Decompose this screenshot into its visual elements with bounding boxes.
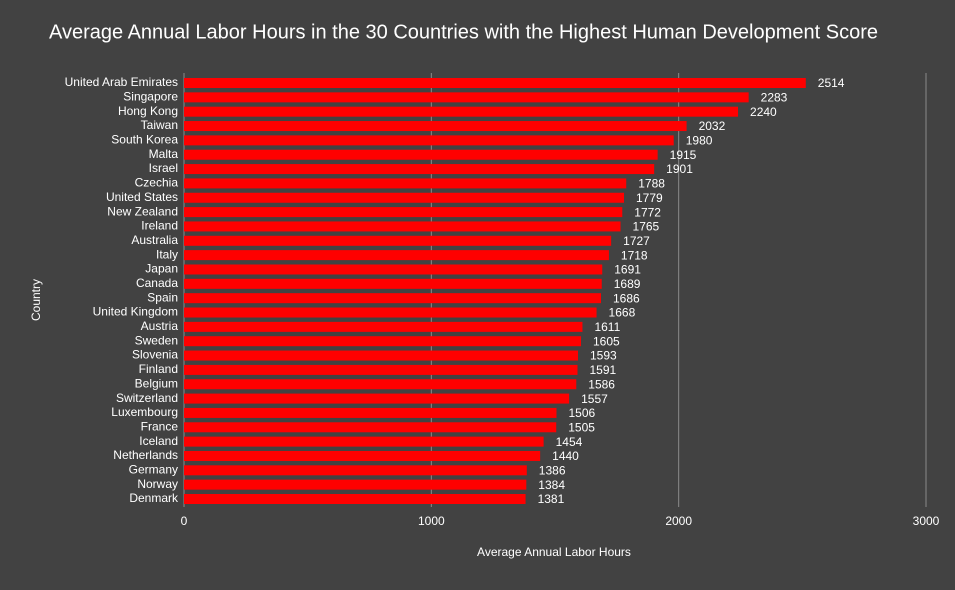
value-label: 1454	[556, 435, 583, 449]
bar	[184, 121, 687, 132]
value-label: 1605	[593, 334, 620, 348]
bar	[184, 106, 739, 117]
y-tick-label: Denmark	[129, 491, 179, 505]
bar	[184, 364, 578, 375]
bar	[184, 235, 612, 246]
y-tick-label: Germany	[129, 462, 178, 476]
bar	[184, 379, 577, 390]
value-label: 2032	[699, 119, 726, 133]
bar	[184, 450, 541, 461]
y-tick-label: Canada	[136, 276, 178, 290]
bar	[184, 149, 658, 160]
value-label: 1506	[568, 406, 595, 420]
y-tick-label: Italy	[156, 247, 178, 261]
y-tick-label: Sweden	[135, 333, 178, 347]
chart-title: Average Annual Labor Hours in the 30 Cou…	[49, 21, 878, 43]
value-label: 1384	[538, 478, 565, 492]
y-tick-label: United Arab Emirates	[65, 75, 178, 89]
bar	[184, 407, 557, 418]
value-label: 1980	[686, 134, 713, 148]
x-tick-label: 0	[181, 514, 188, 528]
value-label: 1718	[621, 248, 648, 262]
value-label: 1668	[609, 306, 636, 320]
value-label: 1901	[666, 162, 693, 176]
bar	[184, 436, 544, 447]
y-tick-label: United States	[106, 190, 178, 204]
x-axis-title: Average Annual Labor Hours	[477, 545, 631, 559]
bar	[184, 92, 749, 103]
x-tick-label: 1000	[418, 514, 445, 528]
y-tick-label: Singapore	[123, 90, 178, 104]
y-tick-label: Spain	[147, 290, 178, 304]
value-label: 1765	[633, 220, 660, 234]
y-tick-label: Taiwan	[141, 118, 178, 132]
y-tick-label: Iceland	[139, 434, 178, 448]
bar	[184, 494, 526, 504]
bar	[184, 192, 625, 203]
bar	[184, 350, 579, 361]
y-tick-label: Slovenia	[132, 348, 178, 362]
value-label: 1727	[623, 234, 650, 248]
bar	[184, 422, 557, 433]
value-label: 2283	[761, 91, 788, 105]
y-tick-label: Ireland	[141, 219, 178, 233]
y-tick-label: Hong Kong	[118, 104, 178, 118]
bar	[184, 207, 623, 218]
value-label: 1440	[552, 449, 579, 463]
y-tick-label: United Kingdom	[93, 305, 178, 319]
y-tick-label: Austria	[141, 319, 179, 333]
y-tick-label: Norway	[137, 477, 178, 491]
y-tick-label: Czechia	[135, 176, 179, 190]
y-tick-label: Australia	[131, 233, 178, 247]
bar	[184, 321, 583, 332]
value-label: 1386	[539, 463, 566, 477]
y-tick-label: Belgium	[135, 376, 178, 390]
value-label: 2514	[818, 76, 845, 90]
y-tick-label: France	[141, 419, 179, 433]
bar	[184, 264, 603, 275]
bar	[184, 336, 581, 347]
value-label: 1381	[538, 492, 565, 506]
bar	[184, 164, 655, 175]
y-tick-label: New Zealand	[107, 204, 178, 218]
bar	[184, 178, 627, 189]
bar	[184, 293, 602, 304]
value-label: 1779	[636, 191, 663, 205]
bar	[184, 393, 570, 404]
bar	[184, 307, 597, 318]
y-tick-label: South Korea	[111, 133, 178, 147]
y-tick-label: Luxembourg	[111, 405, 178, 419]
value-label: 1689	[614, 277, 641, 291]
value-label: 1591	[590, 363, 617, 377]
y-tick-label: Japan	[145, 262, 178, 276]
y-tick-label: Netherlands	[113, 448, 178, 462]
value-label: 1686	[613, 291, 640, 305]
bar	[184, 250, 609, 261]
bar	[184, 479, 527, 490]
value-label: 1505	[568, 420, 595, 434]
value-label: 1557	[581, 392, 608, 406]
x-tick-label: 3000	[913, 514, 940, 528]
value-label: 2240	[750, 105, 777, 119]
bar	[184, 278, 602, 289]
value-label: 1915	[670, 148, 697, 162]
y-tick-label: Finland	[139, 362, 178, 376]
value-label: 1611	[594, 320, 620, 334]
x-tick-label: 2000	[665, 514, 692, 528]
value-label: 1788	[638, 177, 665, 191]
value-label: 1593	[590, 349, 617, 363]
bar	[184, 221, 621, 232]
y-tick-label: Malta	[149, 147, 179, 161]
bar	[184, 135, 674, 146]
value-label: 1691	[614, 263, 641, 277]
value-label: 1586	[588, 377, 615, 391]
bar	[184, 465, 527, 476]
y-tick-label: Israel	[149, 161, 178, 175]
bar	[184, 78, 806, 88]
y-axis-title: Country	[29, 279, 43, 321]
y-tick-label: Switzerland	[116, 391, 178, 405]
value-label: 1772	[634, 205, 661, 219]
